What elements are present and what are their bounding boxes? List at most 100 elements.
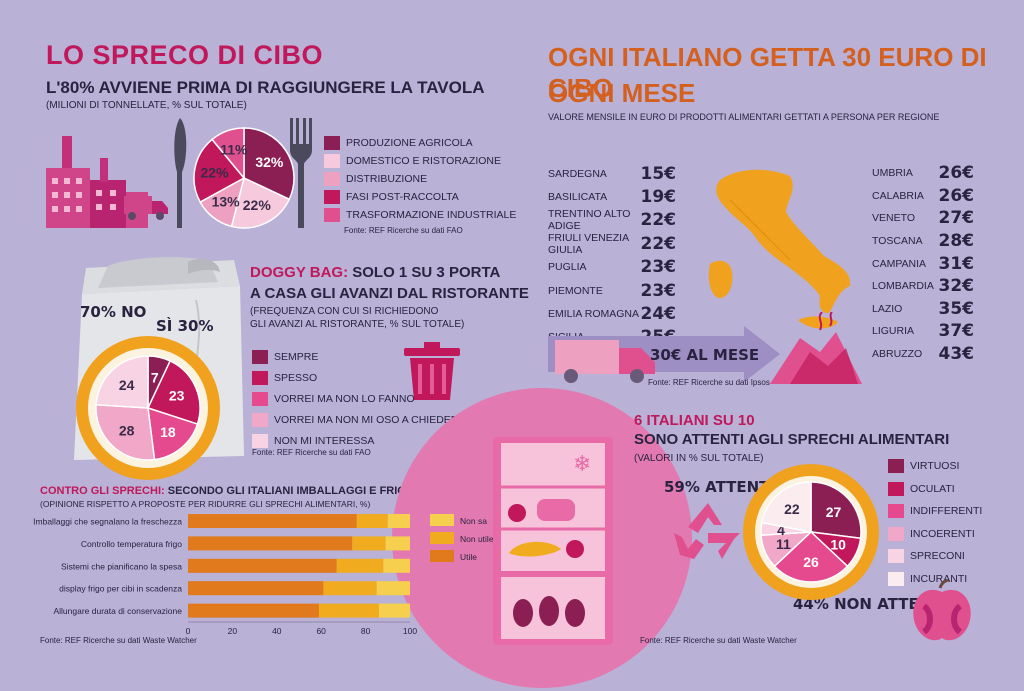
section5-title-line2: SONO ATTENTI AGLI SPRECHI ALIMENTARI [634,431,950,448]
region-name: BASILICATA [548,191,608,204]
region-name: TRENTINO ALTO ADIGE [548,208,631,233]
legend-swatch [252,349,268,364]
bar-category-label: Controllo temperatura frigo [81,539,182,549]
pie-slice-label: 22% [201,164,230,180]
legend-label: FASI POST-RACCOLTA [346,191,459,203]
pie1-legend: PRODUZIONE AGRICOLA DOMESTICO E RISTORAZI… [324,134,516,224]
region-value: 28€ [938,231,975,252]
legend-swatch [888,459,904,474]
region-name: ABRUZZO [872,348,923,361]
legend-swatch [252,412,268,427]
pie-slice [230,176,291,229]
bar-segment [352,536,386,551]
bar-legend-label: Non sa [460,516,487,526]
bar-legend-label: Non utile [460,534,494,544]
legend-item: VIRTUOSI [888,455,982,478]
section4-note: VALORE MENSILE IN EURO DI PRODOTTI ALIME… [548,112,940,122]
svg-text:❄: ❄ [573,451,591,476]
region-name: PIEMONTE [548,284,603,297]
legend-item: SPESSO [252,367,465,388]
region-value: 32€ [938,276,975,297]
legend-label: INDIFFERENTI [910,505,983,518]
non-attenti-label: 44% NON ATTENTI [793,595,948,613]
pie-slice-label: 10 [830,537,846,553]
region-value: 23€ [640,280,677,301]
legend-item: VORREI MA NON MI OSO A CHIEDERE [252,409,465,430]
x-tick-label: 20 [228,626,238,636]
pie-slice [243,127,295,201]
pie-slice-label: 18 [160,424,176,440]
fridge-illustration: ❄ [493,437,613,645]
garbage-truck-icon [555,340,655,383]
pie-slice-label: 26 [803,554,819,570]
pie-slice [147,406,199,461]
legend-item: VORREI MA NON LO FANNO [252,388,465,409]
legend-swatch [888,549,904,564]
x-tick-label: 100 [403,626,417,636]
apple-core-icon [913,580,971,641]
bar-category-label: Allungare durata di conservazione [53,606,182,616]
bar-segment [376,581,410,596]
bar-legend-swatch [430,550,454,562]
pie-chart-attitudes: 27 10 26 114 22 [743,464,879,600]
italy-map [708,169,851,329]
legend-swatch [888,504,904,519]
legend-label: SPRECONI [910,550,965,563]
bar-segment [356,514,388,528]
region-value: 19€ [640,187,677,208]
section4-source: Fonte: REF Ricerche su dati Ipsos [648,378,770,387]
region-row: CALABRIA 26€ [872,185,974,208]
region-value: 31€ [938,253,975,274]
section2-title-line2: A CASA GLI AVANZI DAL RISTORANTE [250,285,529,302]
region-row: PIEMONTE 23€ [548,279,676,302]
x-tick-label: 60 [316,626,326,636]
region-name: UMBRIA [872,167,913,180]
pie-slice [211,127,245,181]
legend-item: SPRECONI [888,545,982,568]
region-name: VENETO [872,212,915,225]
attenti-label: 59% ATTENTI [664,478,775,496]
pie-slice [810,481,862,540]
section4-title-line1: OGNI ITALIANO GETTA 30 EURO DI CIBO [548,42,987,103]
legend-item: FASI POST-RACCOLTA [324,188,516,206]
region-row: EMILIA ROMAGNA 24€ [548,302,676,325]
region-name: SARDEGNA [548,167,607,180]
region-value: 27€ [938,208,975,229]
section3-title-accent: CONTRO GLI SPRECHI: [40,485,165,497]
trash-can-icon [404,342,460,400]
legend-label: NON MI INTERESSA [274,434,375,447]
bar-category-label: Imballaggi che segnalano la freschezza [33,517,182,527]
region-row: TRENTINO ALTO ADIGE 22€ [548,208,676,233]
legend-label: VORREI MA NON MI OSO A CHIEDERE [274,413,466,426]
bar-category-label: Sistemi che pianificano la spesa [61,561,182,571]
recycle-icon [674,503,740,559]
legend-label: VORREI MA NON LO FANNO [274,392,415,405]
region-value: 26€ [938,163,975,184]
pie-chart-food-waste: 32%22%13%22%11% [193,127,295,229]
section2-note1: (FREQUENZA CON CUI SI RICHIEDONO [250,306,439,317]
bar-segment [188,536,353,551]
legend-label: SPESSO [274,371,318,384]
pie-slice-label: 13% [212,194,241,210]
section3-source2: Fonte: REF Ricerche su dati Waste Watche… [640,636,797,645]
section1-source: Fonte: REF Ricerche su dati FAO [344,226,463,235]
section2-title: DOGGY BAG: SOLO 1 SU 3 PORTA [250,264,500,281]
region-row: CAMPANIA 31€ [872,252,974,275]
x-tick-label: 0 [186,626,191,636]
bar-category-label: display frigo per cibi in scadenza [59,584,182,594]
pie-slice-label: 23 [169,388,185,404]
legend-label: TRASFORMAZIONE INDUSTRIALE [346,209,517,221]
region-row: ABRUZZO 43€ [872,343,974,366]
legend-item: INCURANTI [888,568,982,591]
region-value: 43€ [938,344,975,365]
section5-title-accent: 6 ITALIANI SU 10 [634,412,755,429]
pie-chart-doggy-bag: 7 23 18 28 24 [76,336,220,480]
bar-legend-swatch [430,532,454,544]
region-value: 24€ [640,304,677,325]
region-value: 26€ [938,185,975,206]
region-row: LIGURIA 37€ [872,320,974,343]
region-name: LIGURIA [872,325,915,338]
pie-slice-label: 11% [220,142,248,158]
legend-label: OCULATI [910,482,955,495]
section2-note2: GLI AVANZI AL RISTORANTE, % SUL TOTALE) [250,319,465,330]
